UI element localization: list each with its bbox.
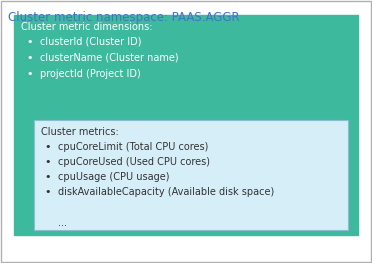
Bar [14,15,358,235]
Bar [34,120,348,230]
Text: clusterId (Cluster ID): clusterId (Cluster ID) [40,37,141,47]
Text: Cluster metric namespace: PAAS.AGGR: Cluster metric namespace: PAAS.AGGR [8,11,240,24]
Text: Cluster metrics:: Cluster metrics: [41,127,119,137]
Text: cpuCoreLimit (Total CPU cores): cpuCoreLimit (Total CPU cores) [58,142,208,152]
Text: •: • [44,142,51,152]
Text: •: • [44,157,51,167]
Text: •: • [26,69,32,79]
Text: •: • [44,172,51,182]
Text: projectId (Project ID): projectId (Project ID) [40,69,141,79]
Text: •: • [44,187,51,197]
Text: •: • [26,53,32,63]
Text: diskAvailableCapacity (Available disk space): diskAvailableCapacity (Available disk sp… [58,187,274,197]
Text: ...: ... [58,218,67,228]
Text: cpuUsage (CPU usage): cpuUsage (CPU usage) [58,172,170,182]
Text: Cluster metric dimensions:: Cluster metric dimensions: [21,22,153,32]
Text: clusterName (Cluster name): clusterName (Cluster name) [40,53,179,63]
Text: •: • [26,37,32,47]
Text: cpuCoreUsed (Used CPU cores): cpuCoreUsed (Used CPU cores) [58,157,210,167]
